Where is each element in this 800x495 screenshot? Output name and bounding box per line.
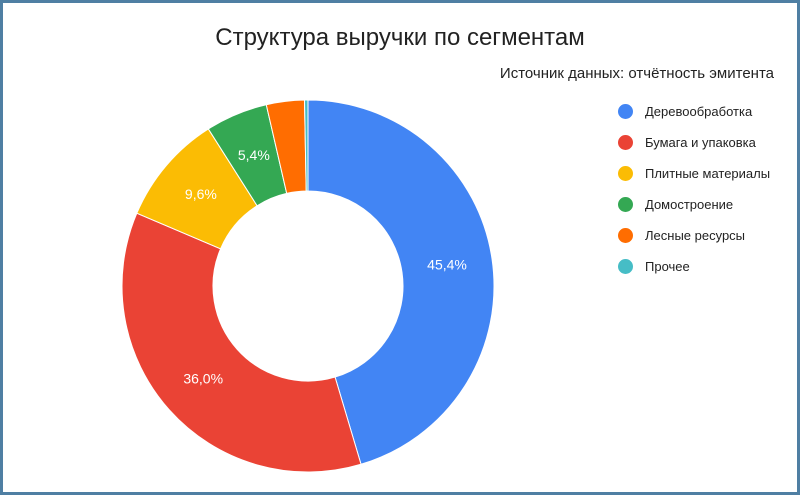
chart-legend: Деревообработка Бумага и упаковка Плитные … bbox=[618, 96, 770, 282]
legend-label: Прочее bbox=[645, 259, 690, 274]
legend-label: Бумага и упаковка bbox=[645, 135, 756, 150]
slice-value-label: 5,4% bbox=[238, 147, 270, 163]
donut-slice-6 bbox=[303, 99, 309, 192]
chart-subtitle: Источник данных: отчётность эмитента bbox=[499, 65, 774, 82]
donut-slice-2 bbox=[121, 212, 362, 473]
legend-item: Прочее bbox=[618, 251, 770, 282]
legend-swatch bbox=[618, 166, 633, 181]
legend-swatch bbox=[618, 197, 633, 212]
legend-label: Домостроение bbox=[645, 197, 734, 212]
chart-title: Структура выручки по сегментам bbox=[215, 24, 585, 51]
legend-swatch bbox=[618, 228, 633, 243]
legend-item: Домостроение bbox=[618, 189, 770, 220]
legend-label: Лесные ресурсы bbox=[645, 228, 746, 243]
legend-label: Плитные материалы bbox=[645, 166, 771, 181]
legend-swatch bbox=[618, 259, 633, 274]
legend-item: Плитные материалы bbox=[618, 158, 770, 189]
slice-value-label: 9,6% bbox=[185, 186, 217, 202]
slice-value-label: 36,0% bbox=[183, 370, 223, 386]
legend-label: Деревообработка bbox=[645, 104, 753, 119]
slice-value-label: 45,4% bbox=[427, 256, 467, 272]
legend-item: Деревообработка bbox=[618, 96, 770, 127]
legend-swatch bbox=[618, 135, 633, 150]
legend-item: Лесные ресурсы bbox=[618, 220, 770, 251]
legend-swatch bbox=[618, 104, 633, 119]
legend-item: Бумага и упаковка bbox=[618, 127, 770, 158]
donut-slice-1 bbox=[307, 99, 495, 465]
